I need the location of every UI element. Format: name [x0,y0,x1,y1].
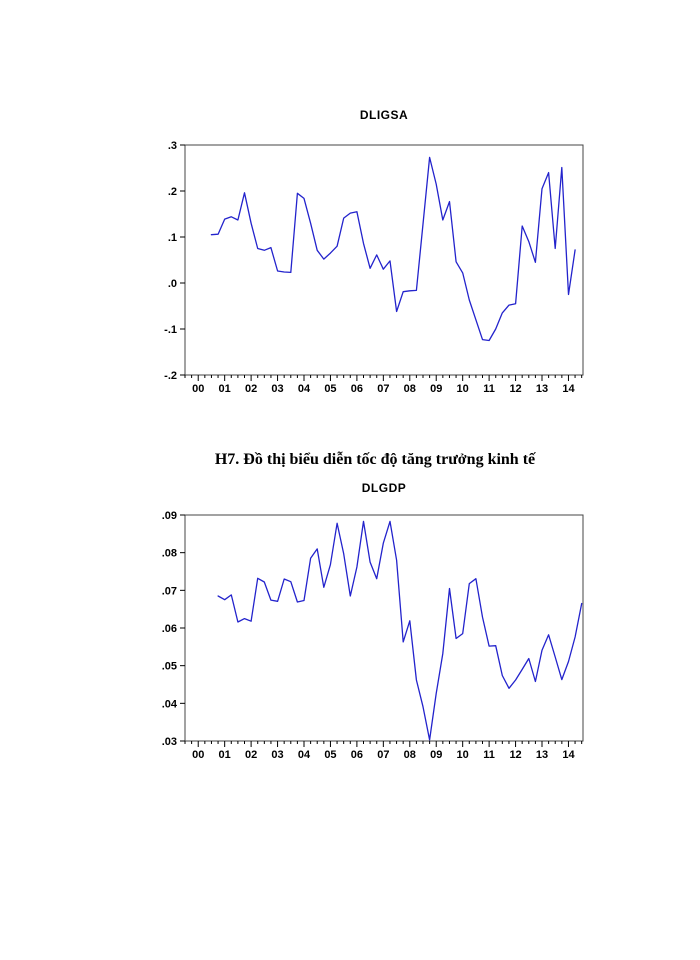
y-tick-label: -.1 [164,324,177,336]
y-tick-label: .06 [162,623,177,635]
x-tick-label: 04 [298,749,311,761]
x-tick-label: 03 [271,749,283,761]
y-tick-label: .04 [162,698,178,710]
x-tick-label: 11 [483,749,495,761]
x-tick-label: 07 [377,383,389,395]
x-tick-label: 01 [219,749,231,761]
dligsa-line-chart: .3 .2 .1 .0 -.1 -.2 00 01 02 03 04 05 06 07 08 09 10 11 12… [164,140,584,395]
x-tick-label: 08 [404,749,416,761]
series-line [210,156,576,342]
x-tick-label: 07 [377,749,389,761]
dlgdp-line-chart: .09 .08 .07 .06 .05 .04 .03 00 01 02 03 04 05 06 07 08 0… [162,510,584,761]
x-tick-label: 03 [271,383,283,395]
x-tick-label: 10 [457,383,469,395]
plot-frame [184,144,584,376]
x-tick-label: 00 [192,749,204,761]
x-tick-label: 05 [324,749,336,761]
y-tick-label: .03 [162,736,177,748]
y-tick-label: .05 [162,661,177,673]
dlgdp-chart-title: DLGDP [361,481,407,495]
x-tick-label: 06 [351,749,363,761]
series-line [217,520,583,741]
y-tick-label: .07 [162,585,177,597]
y-tick-label: .2 [168,186,177,198]
x-tick-label: 02 [245,749,257,761]
x-tick-label: 06 [351,383,363,395]
figure-caption: H7. Đồ thị biểu diễn tốc độ tăng trưởng … [214,451,536,468]
x-tick-label: 00 [192,383,204,395]
x-tick-label: 09 [430,383,442,395]
y-tick-label: .1 [168,232,177,244]
x-tick-label: 12 [509,749,521,761]
plot-frame [184,514,584,742]
x-tick-label: 04 [298,383,311,395]
x-tick-label: 01 [219,383,231,395]
x-tick-label: 12 [509,383,521,395]
x-tick-label: 08 [404,383,416,395]
x-tick-label: 14 [562,749,575,761]
y-tick-label: -.2 [164,370,177,382]
x-tick-label: 11 [483,383,495,395]
x-tick-label: 02 [245,383,257,395]
x-tick-label: 13 [536,383,548,395]
x-tick-label: 09 [430,749,442,761]
y-tick-label: .08 [162,548,177,560]
y-tick-label: .3 [168,140,177,152]
x-tick-label: 10 [457,749,469,761]
y-tick-label: .09 [162,510,177,522]
x-tick-label: 14 [562,383,575,395]
dligsa-chart-title: DLIGSA [359,108,409,122]
y-tick-label: .0 [168,278,177,290]
x-tick-label: 05 [324,383,336,395]
x-tick-label: 13 [536,749,548,761]
